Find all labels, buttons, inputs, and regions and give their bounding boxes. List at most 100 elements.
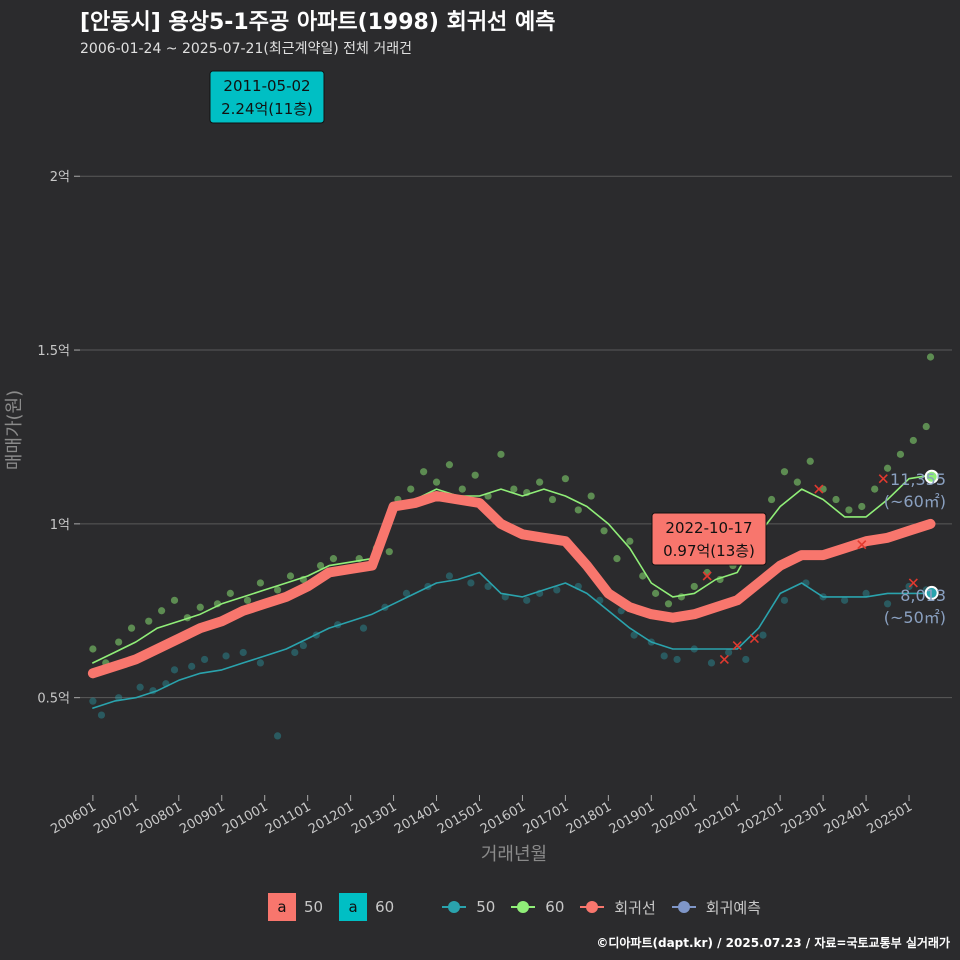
line-50	[92, 571, 932, 709]
point-60-4	[145, 617, 153, 625]
point-50-30	[617, 607, 625, 615]
point-50-44	[862, 589, 870, 597]
x-tick-label-1: 200701	[91, 799, 141, 837]
point-50-31	[630, 631, 638, 639]
annotation-date-0: 2011-05-02	[223, 77, 310, 95]
point-60-44	[664, 600, 673, 608]
point-60-12	[256, 579, 265, 587]
point-50-40	[780, 596, 789, 604]
point-60-17	[316, 561, 325, 570]
chart-title: [안동시] 용상5-1주공 아파트(1998) 회귀선 예측	[80, 10, 556, 35]
point-50-36	[707, 659, 716, 667]
x-tick-label-10: 201601	[478, 799, 528, 837]
x-marker-2	[732, 640, 742, 651]
point-60-5	[158, 607, 166, 615]
point-60-22	[385, 548, 393, 556]
y-tick-label-0: 0.5억	[37, 692, 70, 707]
legend-line-regression-icon	[580, 900, 605, 914]
x-axis-title: 거래년월	[481, 844, 547, 865]
point-50-6	[170, 666, 179, 674]
x-marker-3	[749, 634, 759, 644]
point-60-34	[536, 478, 544, 486]
point-60-55	[806, 457, 814, 465]
x-marker-stroke-b-1	[719, 654, 729, 664]
point-50-33	[660, 652, 668, 660]
x-tick-label-2: 200801	[134, 799, 184, 837]
line-60	[92, 474, 932, 664]
point-50-34	[673, 655, 681, 664]
point-50-19	[402, 589, 411, 597]
point-60-25	[420, 468, 428, 476]
point-60-35	[548, 495, 557, 504]
x-marker-7	[908, 578, 918, 588]
point-50-43	[841, 596, 849, 604]
point-60-58	[845, 506, 853, 514]
point-50-3	[136, 683, 144, 691]
annotations: 2011-05-02 2.24억(11층) 2022-10-17 0.97억(13층)…	[209, 70, 946, 627]
point-50-23	[484, 582, 492, 591]
legend-label-60-fill: 60	[375, 898, 395, 916]
point-50-7	[188, 662, 196, 670]
x-marker-stroke-b-0	[702, 571, 712, 581]
point-60-11	[243, 596, 252, 604]
annotation-date-1: 2022-10-17	[665, 519, 752, 537]
regression-x-markers	[702, 474, 918, 664]
x-marker-stroke-b-7	[908, 578, 918, 588]
point-60-63	[909, 436, 917, 445]
point-60-36	[561, 475, 569, 483]
x-marker-stroke-b-4	[814, 484, 824, 494]
x-marker-stroke-b-6	[878, 474, 888, 484]
annotation-box-1	[651, 512, 767, 566]
legend-key-50-fill: a	[268, 893, 296, 921]
x-marker-0	[702, 571, 712, 581]
y-tick-label-3: 2억	[50, 170, 70, 185]
point-60-2	[115, 638, 123, 646]
x-tick-label-3: 200901	[177, 799, 227, 837]
legend-label-50-fill: 50	[304, 898, 324, 916]
point-50-38	[742, 655, 750, 664]
gridlines	[74, 175, 952, 801]
legend-label-regression: 회귀선	[614, 898, 656, 917]
point-60-65	[926, 353, 935, 361]
point-60-54	[793, 478, 801, 486]
point-60-57	[832, 495, 840, 504]
point-50-14	[299, 641, 307, 650]
point-60-53	[780, 468, 789, 476]
x-tick-label-7: 201301	[349, 799, 399, 837]
x-marker-1	[719, 654, 729, 664]
point-50-12	[273, 732, 282, 740]
point-60-26	[432, 478, 441, 486]
legend-line-60-icon	[511, 900, 536, 914]
x-tick-label-14: 202001	[650, 799, 700, 837]
annotation-price-0: 2.24억(11층)	[221, 100, 313, 118]
point-60-0	[89, 645, 97, 653]
point-50-8	[200, 655, 209, 664]
x-tick-label-6: 201201	[306, 799, 356, 837]
point-60-42	[639, 572, 647, 580]
chart-subtitle: 2006-01-24 ~ 2025-07-21(최근계약일) 전체 거래건	[80, 41, 412, 57]
point-50-13	[291, 648, 299, 657]
legend: a 50 a 60 50 60 회귀선 회귀예측	[268, 893, 777, 921]
point-50-0	[89, 697, 97, 705]
point-60-28	[458, 485, 466, 493]
end-value-label-1: 8,013	[900, 586, 946, 605]
point-60-32	[510, 485, 518, 493]
x-tick-label-15: 202101	[693, 799, 743, 837]
line-regression	[87, 491, 936, 679]
x-tick-label-0: 200601	[48, 799, 98, 837]
point-60-39	[600, 527, 608, 535]
point-50-1	[97, 711, 106, 719]
point-50-45	[883, 600, 892, 608]
point-60-14	[286, 572, 295, 580]
series-lines	[87, 474, 936, 709]
x-tick-label-11: 201701	[521, 799, 571, 837]
point-60-10	[226, 589, 234, 597]
x-tick-label-9: 201501	[435, 799, 485, 837]
point-50-10	[239, 648, 247, 657]
x-tick-label-13: 201901	[607, 799, 657, 837]
point-50-9	[222, 652, 230, 660]
scatter-points	[89, 89, 935, 740]
x-tick-label-18: 202401	[822, 799, 872, 837]
legend-key-60-fill: a	[339, 893, 368, 921]
x-tick-label-19: 202501	[865, 799, 915, 837]
